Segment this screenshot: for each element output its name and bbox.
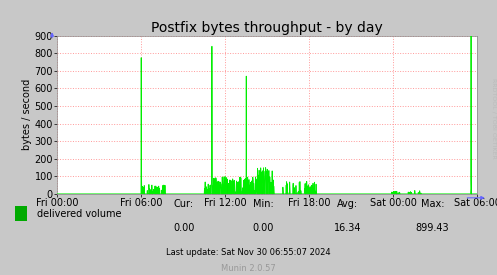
Text: Max:: Max: [420, 199, 444, 209]
Text: 0.00: 0.00 [173, 223, 195, 233]
Bar [15, 207, 27, 221]
Text: Avg:: Avg: [337, 199, 358, 209]
Title: Postfix bytes throughput - by day: Postfix bytes throughput - by day [151, 21, 383, 35]
Text: delivered volume: delivered volume [37, 209, 122, 219]
Text: RRDTOOL / TOBI OETIKER: RRDTOOL / TOBI OETIKER [491, 78, 496, 159]
Text: Munin 2.0.57: Munin 2.0.57 [221, 264, 276, 273]
Text: Cur:: Cur: [174, 199, 194, 209]
Text: Last update: Sat Nov 30 06:55:07 2024: Last update: Sat Nov 30 06:55:07 2024 [166, 248, 331, 257]
Text: 0.00: 0.00 [252, 223, 274, 233]
Y-axis label: bytes / second: bytes / second [22, 79, 32, 150]
Text: Min:: Min: [253, 199, 274, 209]
Text: 899.43: 899.43 [415, 223, 449, 233]
Text: 16.34: 16.34 [334, 223, 362, 233]
